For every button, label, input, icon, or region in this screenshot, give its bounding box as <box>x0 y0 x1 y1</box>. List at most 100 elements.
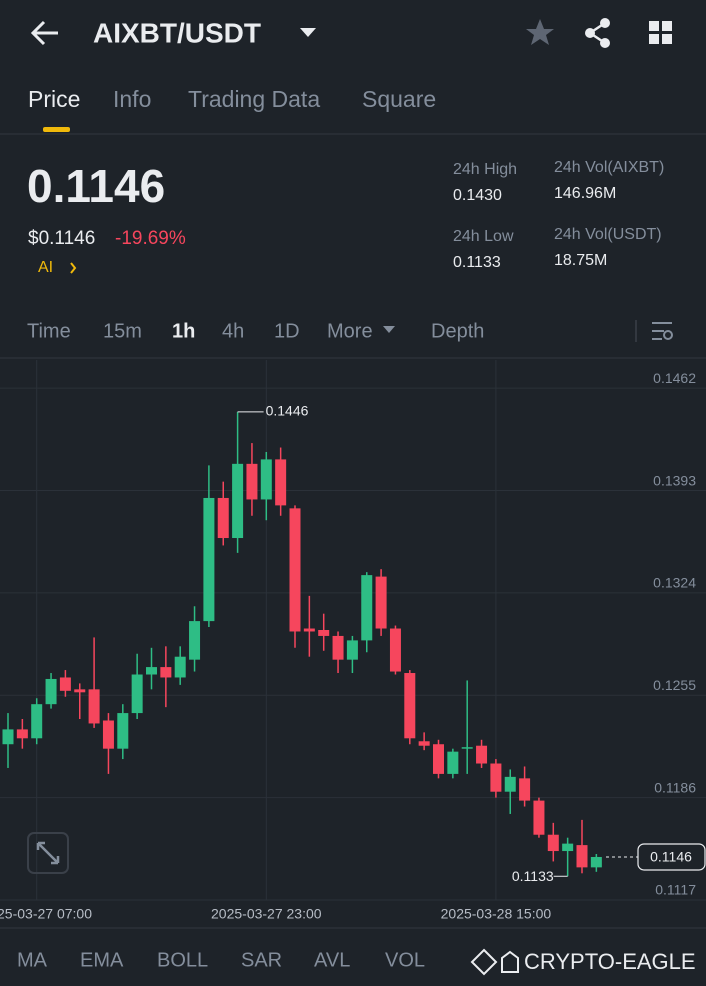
candle-body <box>31 704 43 739</box>
favorite-star[interactable] <box>526 19 554 45</box>
last-price: 0.1146 <box>27 160 165 212</box>
stat-value: 146.96M <box>554 185 616 202</box>
candle-body <box>490 763 502 792</box>
tab[interactable]: Price <box>28 86 80 112</box>
candle-body <box>346 640 358 660</box>
interval[interactable]: Time <box>27 320 71 342</box>
candle-body <box>404 673 416 739</box>
candle-body <box>88 689 100 724</box>
indicator[interactable]: MA <box>17 949 48 971</box>
candle-body <box>203 497 215 622</box>
candle-body <box>2 729 14 745</box>
candle-body <box>547 834 559 852</box>
more-dropdown <box>383 326 395 333</box>
menu-grid[interactable] <box>649 21 672 44</box>
stat-value: 0.1133 <box>453 254 501 271</box>
last-price-label: 0.1146 <box>650 849 692 865</box>
interval[interactable]: Depth <box>431 320 484 342</box>
expand-button[interactable] <box>27 832 69 874</box>
watermark: CRYPTO-EAGLE <box>524 949 696 974</box>
candle-body <box>74 689 86 693</box>
candle-body <box>45 678 57 705</box>
tab[interactable]: Trading Data <box>188 86 320 112</box>
watermark-logo <box>470 948 519 976</box>
stat-label: 24h Vol(USDT) <box>554 226 662 243</box>
candle-body <box>533 800 545 835</box>
stat-label: 24h High <box>453 161 517 178</box>
price-change: -19.69% <box>115 228 186 249</box>
candle-body <box>461 747 473 749</box>
candle-body <box>418 741 430 746</box>
candle-body <box>504 776 516 792</box>
ai-link[interactable]: AI <box>38 259 53 276</box>
candle-body <box>389 628 401 672</box>
candle-body <box>232 463 244 539</box>
y-tick-label: 0.1324 <box>653 575 696 591</box>
candle-body <box>562 843 574 852</box>
candle-body <box>59 677 71 691</box>
indicator[interactable]: EMA <box>80 949 124 971</box>
candle-body <box>447 751 459 774</box>
interval[interactable]: 15m <box>103 320 142 342</box>
tab-indicator <box>43 127 70 132</box>
candle-body <box>260 459 272 500</box>
chart-settings[interactable] <box>652 322 673 340</box>
candle-body <box>189 621 201 660</box>
pair-title[interactable]: AIXBT/USDT <box>93 17 261 48</box>
share-button[interactable] <box>585 18 610 48</box>
interval[interactable]: 1D <box>274 320 300 342</box>
tab[interactable]: Info <box>113 86 151 112</box>
candle-body <box>131 674 143 714</box>
candle-body <box>318 630 330 636</box>
y-tick-label: 0.1255 <box>653 677 696 693</box>
candle-body <box>217 497 229 539</box>
candle-body <box>332 635 344 660</box>
stat-value: 18.75M <box>554 252 607 269</box>
x-tick-label: 2025-03-27 23:00 <box>211 906 322 922</box>
ai-chevron <box>70 262 77 274</box>
back-button[interactable] <box>30 20 58 46</box>
candle-body <box>303 628 315 632</box>
y-tick-label: 0.1462 <box>653 370 696 386</box>
indicator[interactable]: AVL <box>314 949 350 971</box>
y-tick-label: 0.1186 <box>654 779 696 795</box>
last-price-box <box>637 843 706 871</box>
x-tick-label: 2025-03-27 07:00 <box>0 906 92 922</box>
candle-body <box>146 667 157 675</box>
candle-body <box>519 778 531 801</box>
candle-body <box>16 729 28 739</box>
x-tick-label: 2025-03-28 15:00 <box>441 906 552 922</box>
y-tick-label: 0.1117 <box>655 882 696 898</box>
candle-body <box>476 745 488 764</box>
high-label: 0.1446 <box>266 403 309 419</box>
indicator[interactable]: BOLL <box>157 949 208 971</box>
candle-body <box>160 667 172 678</box>
interval[interactable]: 4h <box>222 320 244 342</box>
candle-body <box>375 576 387 629</box>
usd-price: $0.1146 <box>28 228 95 249</box>
candle-body <box>590 856 602 868</box>
candle-body <box>289 508 301 632</box>
candlestick-chart: 0.1462 0.1393 0.1324 0.1255 0.1186 0.1117 2025… <box>0 360 706 922</box>
low-label: 0.1133 <box>512 868 554 884</box>
candle-body <box>117 713 129 749</box>
candle-body <box>275 459 287 506</box>
interval[interactable]: More <box>327 320 373 342</box>
indicator[interactable]: VOL <box>385 949 425 971</box>
candle-body <box>433 744 444 774</box>
candle-body <box>361 575 373 641</box>
interval[interactable]: 1h <box>172 320 195 342</box>
candle-body <box>102 720 114 749</box>
candle-body <box>174 656 186 678</box>
pair-dropdown[interactable] <box>300 28 316 37</box>
tab[interactable]: Square <box>362 86 436 112</box>
stat-label: 24h Vol(AIXBT) <box>554 159 664 176</box>
stat-value: 0.1430 <box>453 187 502 204</box>
stat-label: 24h Low <box>453 228 514 245</box>
y-tick-label: 0.1393 <box>653 472 696 488</box>
candle-body <box>246 463 258 500</box>
indicator[interactable]: SAR <box>241 949 282 971</box>
